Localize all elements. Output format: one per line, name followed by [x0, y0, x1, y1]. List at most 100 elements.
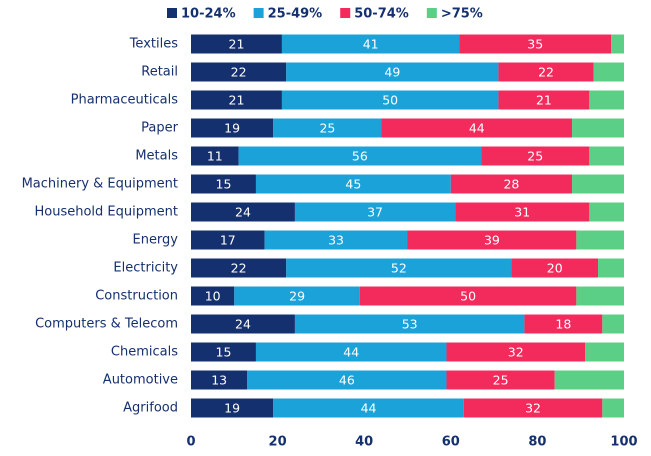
- legend-swatch: [167, 8, 177, 18]
- bar-label: 31: [514, 205, 530, 220]
- bar-segment: [589, 90, 624, 110]
- bar-label: 33: [328, 233, 344, 248]
- bar-segment: [498, 62, 594, 82]
- bar-label: 37: [367, 205, 383, 220]
- y-tick-label: Machinery & Equipment: [22, 177, 178, 192]
- y-tick-label: Energy: [132, 233, 178, 248]
- x-tick-label: 0: [186, 435, 195, 450]
- bar-segment: [281, 90, 499, 110]
- bar-label: 50: [460, 289, 476, 304]
- bar-segment: [572, 174, 624, 194]
- bar-label: 45: [345, 177, 361, 192]
- bar-segment: [576, 286, 624, 306]
- legend-label: >75%: [441, 7, 483, 22]
- y-tick-label: Agrifood: [123, 401, 178, 416]
- bar-label: 19: [224, 401, 240, 416]
- bar-label: 35: [527, 37, 543, 52]
- bar-label: 19: [224, 121, 240, 136]
- bar-segment: [498, 90, 590, 110]
- x-tick-label: 100: [610, 435, 637, 450]
- bar-segment: [602, 398, 624, 418]
- y-tick-label: Automotive: [103, 373, 178, 388]
- bar-label: 49: [384, 65, 400, 80]
- bar-label: 24: [235, 205, 251, 220]
- y-tick-label: Metals: [135, 149, 178, 164]
- bar-label: 41: [363, 37, 379, 52]
- bar-segment: [191, 202, 295, 222]
- legend-label: 50-74%: [354, 7, 409, 22]
- bar-segment: [481, 146, 590, 166]
- legend-label: 10-24%: [181, 7, 236, 22]
- bar-label: 21: [229, 37, 245, 52]
- bar-label: 21: [229, 93, 245, 108]
- bar-segment: [273, 118, 382, 138]
- y-tick-label: Retail: [141, 65, 178, 80]
- x-tick-label: 20: [269, 435, 287, 450]
- legend-swatch: [426, 8, 437, 18]
- bar-label: 17: [220, 233, 236, 248]
- bar-segment: [191, 62, 287, 82]
- y-tick-label: Computers & Telecom: [35, 317, 178, 332]
- bar-label: 22: [231, 65, 247, 80]
- bar-label: 15: [216, 345, 232, 360]
- bar-label: 39: [484, 233, 500, 248]
- x-tick-label: 60: [442, 435, 460, 450]
- x-tick-label: 80: [528, 435, 546, 450]
- bar-label: 22: [538, 65, 554, 80]
- bar-segment: [294, 314, 525, 334]
- bar-label: 25: [319, 121, 335, 136]
- bar-segment: [446, 370, 555, 390]
- bar-segment: [264, 230, 408, 250]
- y-tick-label: Textiles: [129, 37, 179, 52]
- bar-label: 21: [536, 93, 552, 108]
- bar-segment: [381, 118, 573, 138]
- bar-segment: [191, 174, 256, 194]
- bar-label: 22: [231, 261, 247, 276]
- bar-label: 15: [216, 177, 232, 192]
- y-tick-label: Electricity: [113, 261, 178, 276]
- bar-label: 25: [527, 149, 543, 164]
- bar-segment: [191, 34, 282, 54]
- bar-label: 20: [547, 261, 563, 276]
- bar-segment: [359, 286, 577, 306]
- bar-segment: [455, 202, 590, 222]
- bar-segment: [450, 174, 573, 194]
- bar-segment: [524, 314, 603, 334]
- bar-segment: [459, 34, 612, 54]
- bar-segment: [576, 230, 624, 250]
- bar-segment: [593, 62, 624, 82]
- bar-segment: [191, 118, 274, 138]
- bar-segment: [255, 342, 447, 362]
- x-tick-label: 40: [355, 435, 373, 450]
- bar-segment: [554, 370, 624, 390]
- bar-segment: [191, 230, 265, 250]
- legend-label: 25-49%: [268, 7, 323, 22]
- bar-segment: [247, 370, 447, 390]
- y-tick-label: Chemicals: [111, 345, 178, 360]
- bar-segment: [589, 202, 624, 222]
- bar-segment: [273, 398, 464, 418]
- bar-segment: [602, 314, 624, 334]
- y-tick-label: Pharmaceuticals: [71, 93, 179, 108]
- y-tick-label: Paper: [141, 121, 178, 136]
- legend-swatch: [253, 8, 264, 18]
- bar-label: 44: [469, 121, 485, 136]
- bar-segment: [294, 202, 456, 222]
- bar-segment: [234, 286, 360, 306]
- bar-segment: [191, 258, 287, 278]
- bar-label: 56: [352, 149, 368, 164]
- bar-segment: [286, 62, 499, 82]
- y-tick-label: Household Equipment: [35, 205, 179, 220]
- bar-segment: [191, 314, 295, 334]
- bar-label: 52: [391, 261, 407, 276]
- bar-segment: [589, 146, 624, 166]
- bar-label: 29: [289, 289, 305, 304]
- bar-segment: [191, 370, 248, 390]
- bar-label: 28: [503, 177, 519, 192]
- bar-segment: [446, 342, 586, 362]
- bar-label: 50: [382, 93, 398, 108]
- bar-segment: [191, 398, 274, 418]
- bar-label: 44: [361, 401, 377, 416]
- bar-label: 11: [207, 149, 223, 164]
